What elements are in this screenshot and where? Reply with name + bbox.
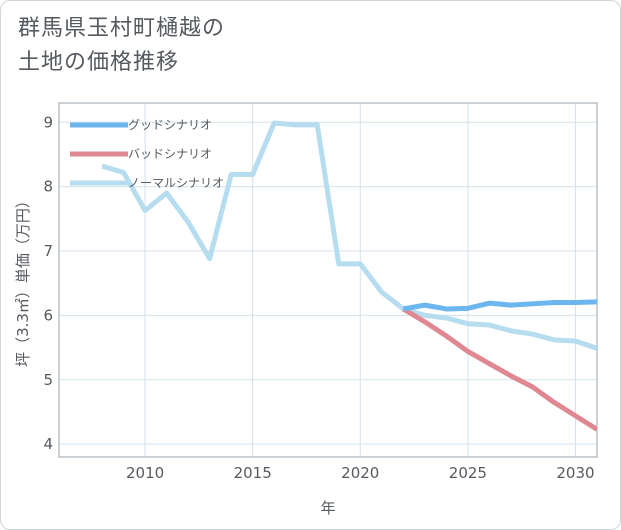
y-tick-label: 7 [43,242,53,260]
series-line-1 [402,306,597,432]
y-tick-label: 8 [43,178,53,196]
x-tick-label: 2010 [126,464,164,482]
x-tick-label: 2025 [449,464,487,482]
x-tick-label: 2015 [234,464,272,482]
legend-label-1: バッドシナリオ [128,147,212,161]
series-line-0 [402,299,597,312]
legend-label-0: グッドシナリオ [128,118,212,132]
y-tick-label: 4 [43,435,53,453]
series-line-2 [101,120,597,351]
chart-title-line2: 土地の価格推移 [18,50,180,75]
x-tick-label: 2030 [556,464,594,482]
chart-title-line1: 群馬県玉村町樋越の [18,16,226,41]
y-tick-label: 6 [43,306,53,324]
plot-area-frame [58,102,598,458]
y-tick-label: 5 [43,371,53,389]
x-tick-label: 2020 [341,464,379,482]
series-lines [101,120,597,432]
chart-title: 群馬県玉村町樋越の 土地の価格推移 [18,12,225,80]
grid-lines [59,103,597,457]
y-tick-label: 9 [43,113,53,131]
axis-ticks: 2010 2015 2020 2025 2030 4 5 6 7 8 9 [43,113,594,482]
legend-label-2: ノーマルシナリオ [128,176,224,190]
x-axis-label: 年 [320,499,335,517]
y-axis-label: 坪（3.3㎡）単価（万円） [14,193,32,367]
